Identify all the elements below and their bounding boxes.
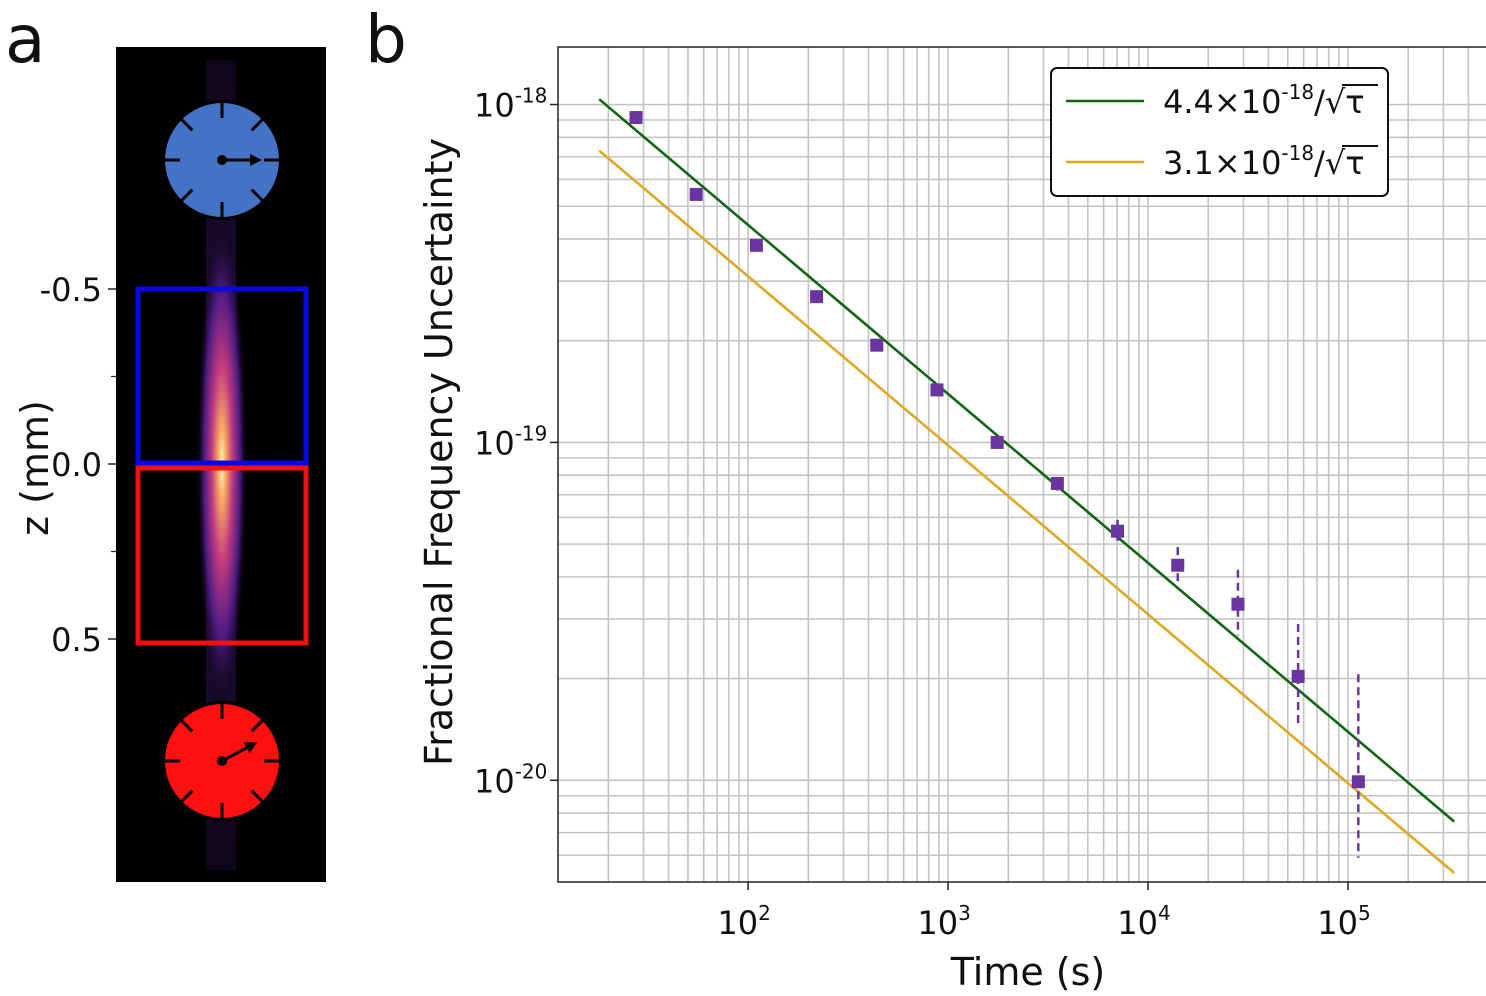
y-tick-label: 10-18	[474, 84, 547, 125]
z-axis-label: z (mm)	[13, 400, 57, 536]
data-point	[1231, 597, 1245, 611]
clock-mark	[250, 117, 265, 132]
data-point	[1050, 476, 1064, 490]
data-point	[870, 338, 884, 352]
data-point	[930, 383, 944, 397]
panel-b: 102 103 104 105 10-18 10-19 10-20 Time (s) Fr…	[417, 46, 1486, 994]
lower-region-box	[135, 465, 309, 646]
clock-mark	[179, 718, 194, 733]
x-tick-label: 103	[917, 901, 970, 942]
legend-label-1: 4.4×10-18/√τ	[1163, 80, 1365, 121]
x-tick-label: 105	[1317, 901, 1370, 942]
clock-hand-arrow	[250, 154, 262, 166]
data-point	[810, 290, 824, 304]
legend: 4.4×10-18/√τ 3.1×10-18/√τ	[1050, 67, 1389, 197]
clock-mark	[179, 789, 194, 804]
panel-label-a: a	[5, 1, 45, 78]
y-axis-label: Fractional Frequency Uncertainty	[417, 138, 461, 766]
data-point	[689, 187, 703, 201]
clock-mark	[250, 718, 265, 733]
x-tick-label: 102	[717, 901, 770, 942]
data-point	[1351, 775, 1365, 789]
z-axis-ticks: -0.5 0.0 0.5	[40, 271, 116, 659]
panel-label-b: b	[365, 1, 407, 78]
clock-icon-bottom	[162, 701, 282, 821]
data-point	[749, 238, 763, 252]
data-points	[629, 111, 1365, 858]
z-tick-label: 0.5	[51, 621, 102, 659]
x-axis-label: Time (s)	[950, 950, 1106, 992]
z-tick-label: -0.5	[40, 271, 102, 309]
data-point	[1171, 558, 1185, 572]
data-point	[1111, 524, 1125, 538]
x-tick-label: 104	[1117, 901, 1170, 942]
fit-line-1	[598, 98, 1456, 823]
fit-line-2	[598, 149, 1456, 874]
clock-mark	[250, 188, 265, 203]
clock-center	[217, 155, 227, 165]
y-tick-label: 10-20	[474, 759, 547, 800]
clock-center	[217, 756, 227, 766]
fit-lines	[598, 98, 1456, 874]
x-axis-ticks: 102 103 104 105	[717, 882, 1371, 942]
clock-mark	[179, 117, 194, 132]
z-tick-label: 0.0	[51, 446, 102, 484]
clock-icon-top	[162, 100, 282, 220]
clock-mark	[250, 789, 265, 804]
plot-frame	[557, 46, 1486, 883]
panel-a: -0.5 0.0 0.5 z (mm)	[13, 47, 326, 882]
clock-hand-arrow	[243, 742, 258, 754]
data-point	[1291, 669, 1305, 683]
legend-label-2: 3.1×10-18/√τ	[1163, 141, 1365, 182]
y-axis-ticks: 10-18 10-19 10-20	[474, 84, 558, 800]
upper-region-box	[135, 286, 309, 466]
y-tick-label: 10-19	[474, 421, 547, 462]
data-point	[629, 111, 643, 125]
data-point	[990, 435, 1004, 449]
clock-mark	[179, 188, 194, 203]
